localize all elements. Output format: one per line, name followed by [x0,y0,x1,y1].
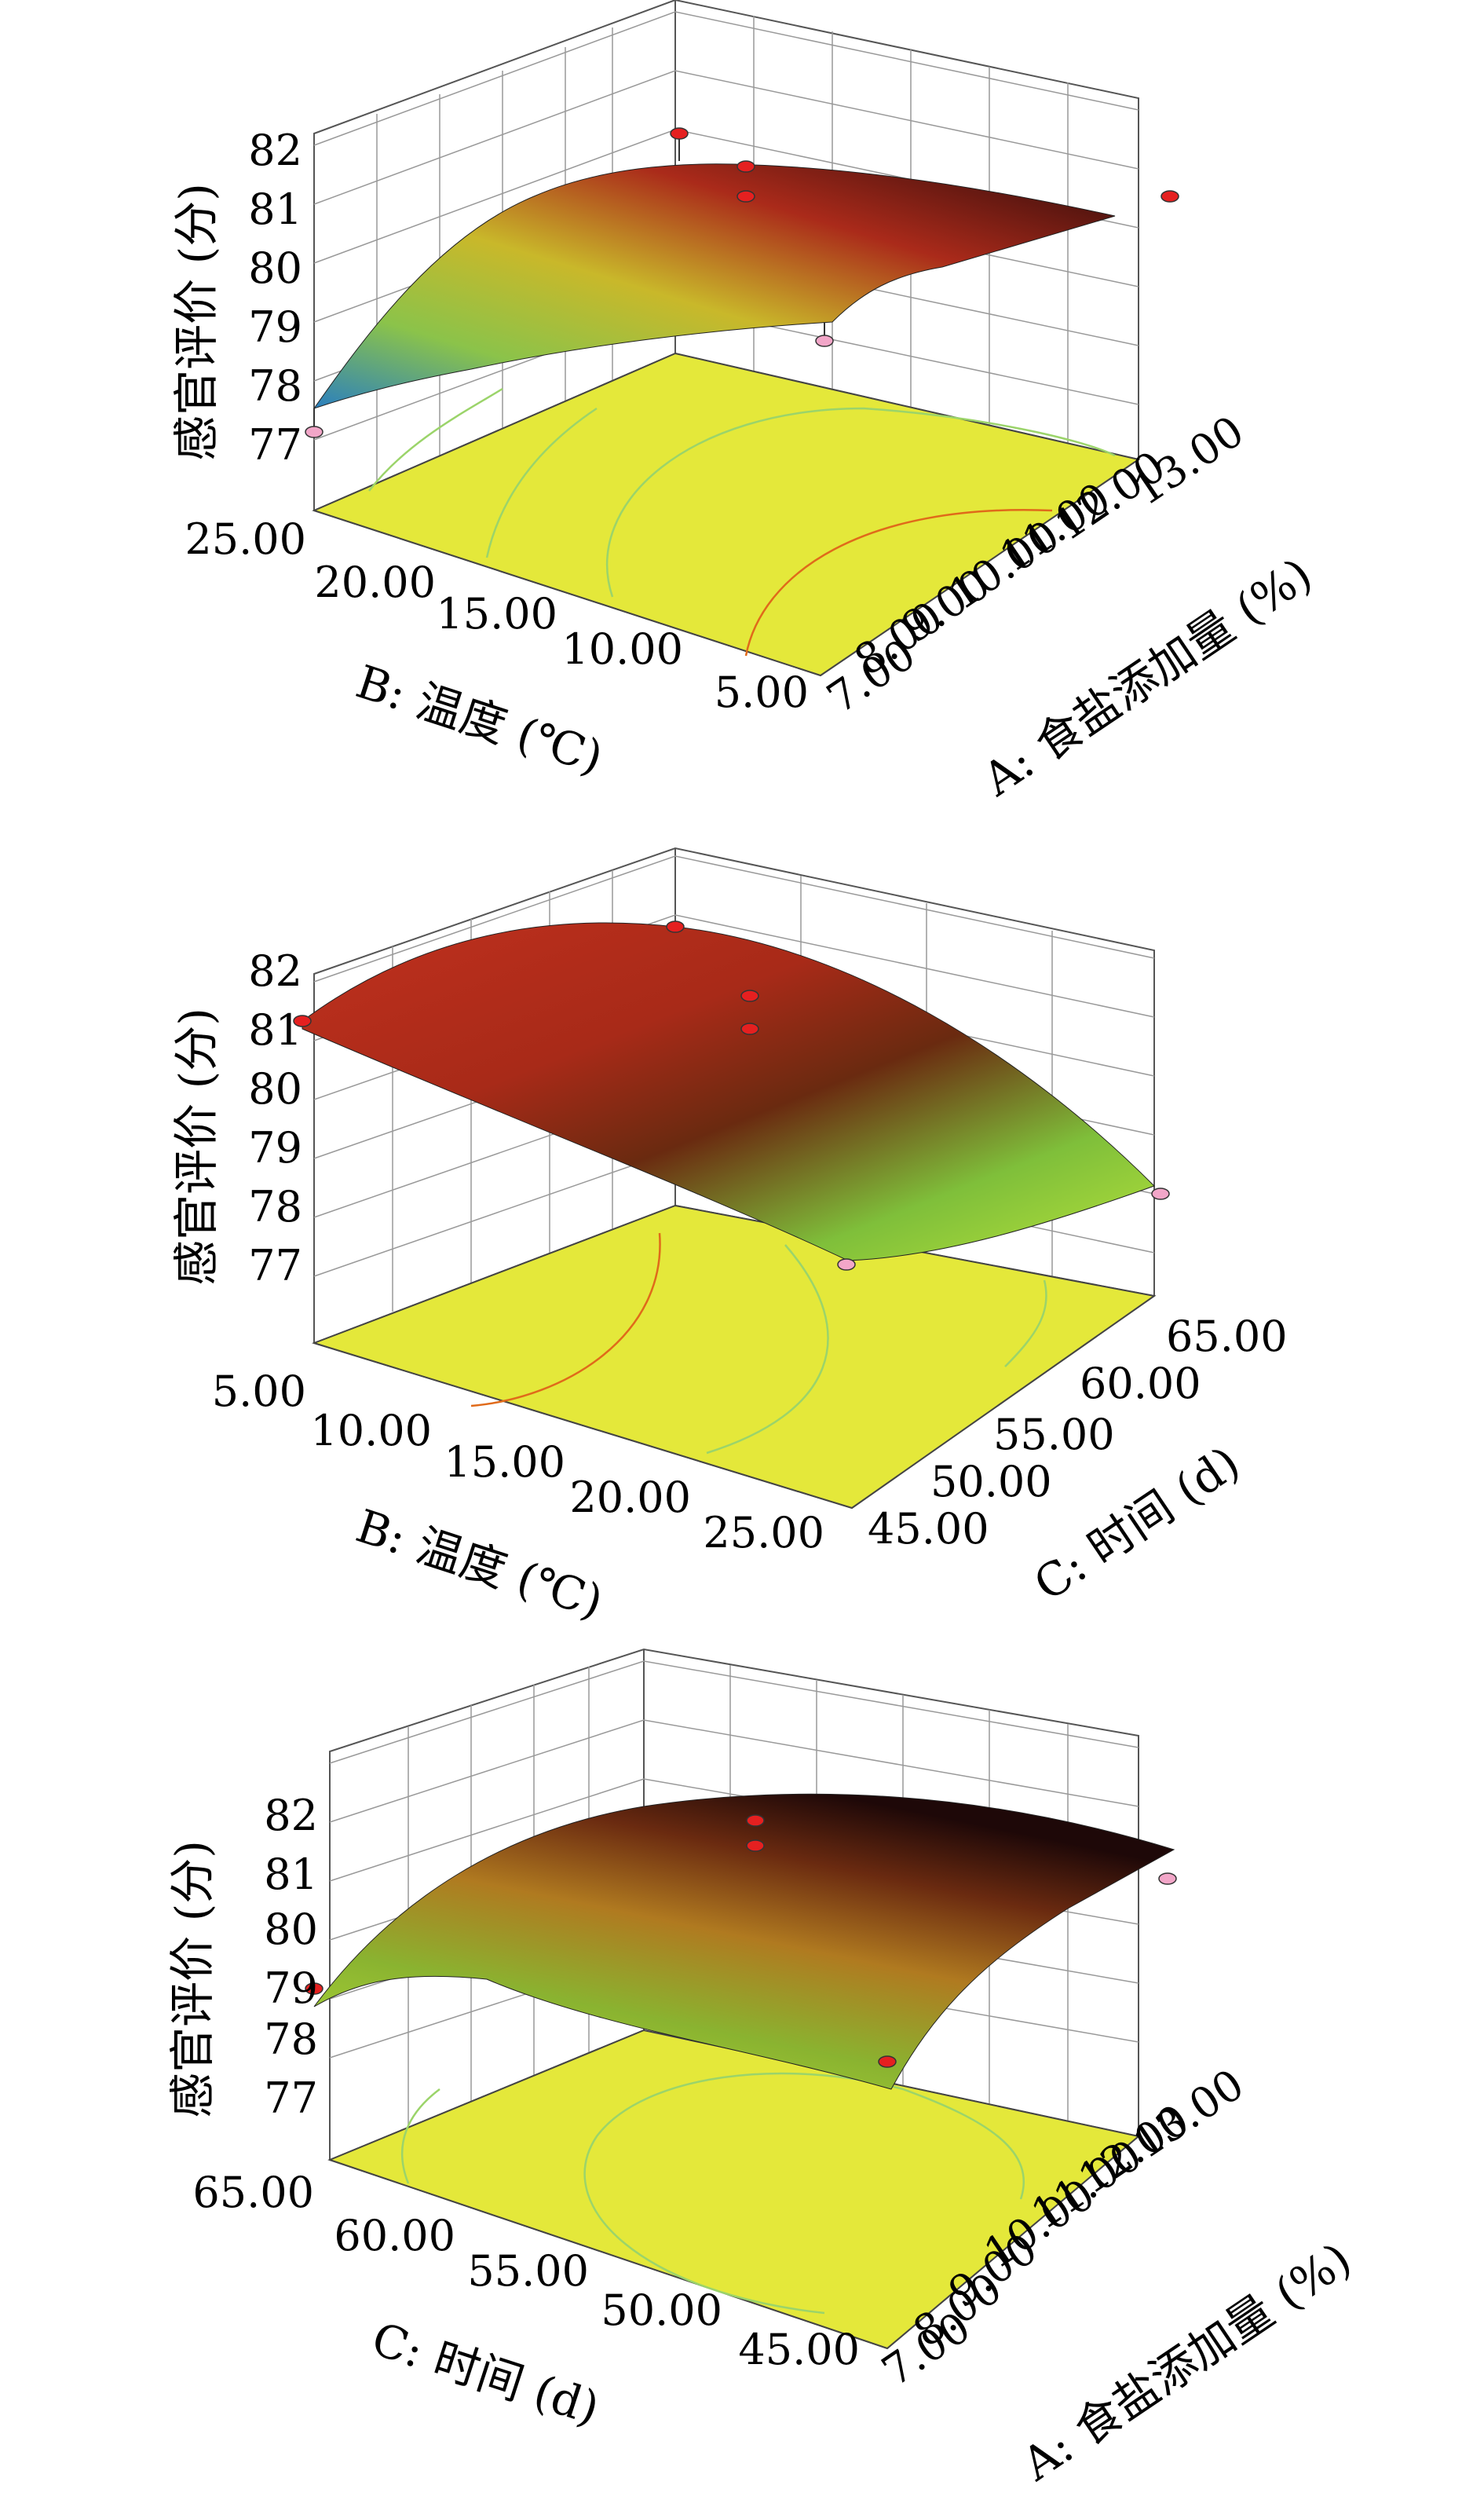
p2-z-82: 82 [248,946,302,996]
p2-z-79: 79 [248,1123,302,1173]
panel-2-surface [302,922,1155,1261]
p1-z-81: 81 [248,185,302,234]
p2-z-81: 81 [248,1005,302,1055]
p1-b-5: 5.00 [715,668,809,717]
p3-z-axis-title: 感官评价 (分) [166,1840,219,2118]
p3-z-80: 80 [264,1905,318,1954]
p1-z-77: 77 [248,420,302,470]
panel-1-floor-contour [312,352,1141,677]
p2-b-25: 25.00 [703,1508,824,1557]
panel-3-contours [401,2072,1025,2315]
panel-3-design-points [305,1814,1177,2068]
p3-c-50: 50.00 [601,2286,722,2335]
p1-z-79: 79 [248,302,302,352]
panel-2-design-points [293,920,1170,1271]
p2-c-45: 45.00 [868,1504,989,1554]
p2-c-55: 55.00 [993,1410,1115,1459]
p1-z-82: 82 [248,126,302,175]
p3-c-65: 65.00 [192,2168,314,2217]
panel-1-z-ticks: 82 81 80 79 78 77 [248,126,302,470]
p3-c-axis-title: C: 时间 (d) [366,2312,606,2436]
p3-z-79: 79 [264,1963,318,2013]
p1-b-15: 15.00 [436,589,557,639]
p3-z-77: 77 [264,2073,318,2123]
panel-1-b-ticks: 25.00 20.00 15.00 10.00 5.00 [185,514,809,717]
p3-a-axis-title: A: 食盐添加量 (%) [1012,2232,1361,2491]
p2-c-60: 60.00 [1080,1359,1201,1408]
panel-1-surface [313,163,1116,409]
p2-z-77: 77 [248,1241,302,1290]
p1-b-axis-title: B: 温度 (℃) [350,655,609,785]
p2-c-axis-title: C: 时间 (d) [1025,1436,1249,1612]
p1-b-25: 25.00 [185,514,306,564]
p3-z-82: 82 [264,1791,318,1840]
p2-b-15: 15.00 [444,1437,565,1487]
p1-z-80: 80 [248,243,302,293]
panel-3-floor-contour [327,2029,1141,2350]
panel-1: 82 81 80 79 78 77 感官评价 (分) 25.00 20.00 1… [170,0,1321,807]
panel-2-z-ticks: 82 81 80 79 78 77 [248,946,302,1290]
p2-z-78: 78 [248,1182,302,1232]
p1-b-10: 10.00 [561,624,683,674]
p1-a-axis-title: A: 食盐添加量 (%) [973,547,1321,807]
p3-z-78: 78 [264,2015,318,2064]
p1-a-13: 13.00 [1124,406,1252,515]
panel-3: 82 81 80 79 78 77 感官评价 (分) 65.00 60.00 5… [166,1648,1361,2491]
panel-3-surface [313,1793,1175,2090]
p3-c-55: 55.00 [467,2246,589,2296]
panel-2-contours [470,1232,1047,1455]
panel-2: 82 81 80 79 78 77 感官评价 (分) 5.00 10.00 15… [170,847,1288,1629]
panel-1-design-points [305,127,1179,438]
panel-1-contours [368,387,1116,657]
p2-c-65: 65.00 [1166,1312,1288,1361]
p3-a-13: 13.00 [1124,2059,1252,2168]
panel-2-c-ticks: 45.00 50.00 55.00 60.00 65.00 [868,1312,1288,1554]
p2-z-80: 80 [248,1064,302,1114]
p2-z-axis-title: 感官评价 (分) [170,1008,223,1286]
p3-z-81: 81 [264,1850,318,1899]
panel-2-floor-contour [311,1204,1157,1510]
p1-b-20: 20.00 [314,558,436,607]
p2-b-5: 5.00 [212,1367,306,1416]
p2-c-50: 50.00 [930,1457,1052,1506]
p2-b-10: 10.00 [310,1406,432,1455]
p1-z-axis-title: 感官评价 (分) [170,183,223,461]
p2-b-20: 20.00 [569,1473,691,1522]
p3-c-45: 45.00 [738,2325,860,2374]
panel-2-b-ticks: 5.00 10.00 15.00 20.00 25.00 [212,1367,824,1557]
panel-3-z-ticks: 82 81 80 79 78 77 [264,1791,318,2123]
p1-z-78: 78 [248,361,302,411]
panel-3-c-ticks: 65.00 60.00 55.00 50.00 45.00 [192,2168,860,2374]
p3-c-60: 60.00 [334,2211,455,2260]
